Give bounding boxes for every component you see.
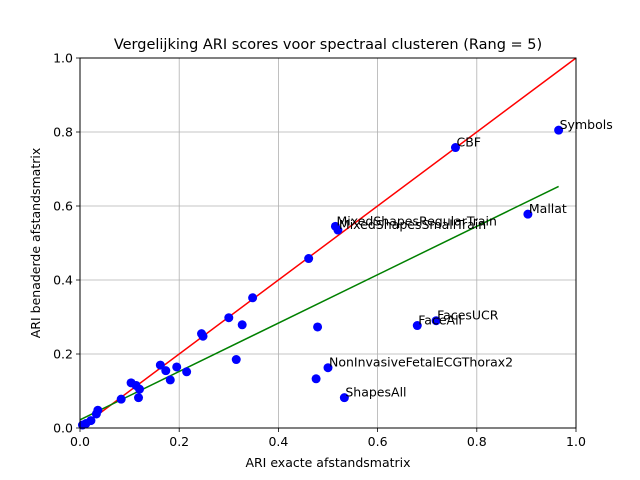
data-point	[304, 254, 314, 264]
data-point	[198, 331, 208, 341]
point-label: ShapesAll	[345, 385, 406, 400]
data-points	[77, 125, 564, 430]
x-tick-label: 0.6	[368, 434, 388, 449]
point-label: CBF	[456, 135, 481, 150]
point-label: Symbols	[560, 117, 613, 132]
data-point	[313, 322, 323, 332]
point-label: FacesUCR	[437, 308, 499, 323]
point-label: MixedShapesSmallTrain	[339, 217, 486, 232]
x-tick-label: 0.8	[467, 434, 487, 449]
plot-frame	[79, 57, 577, 429]
fit-line	[79, 57, 577, 429]
point-label: MixedShapesRegularTrain	[336, 213, 497, 228]
data-point	[554, 125, 564, 135]
data-point	[224, 313, 234, 323]
y-tick-label: 0.4	[53, 273, 73, 288]
chart-title: Vergelijking ARI scores voor spectraal c…	[114, 37, 542, 53]
x-tick-label: 1.0	[566, 434, 586, 449]
y-tick-label: 0.2	[53, 347, 73, 362]
data-point	[248, 293, 258, 303]
data-point	[135, 384, 145, 394]
data-point	[182, 367, 192, 377]
point-label: Mallat	[529, 201, 567, 216]
y-tick-label: 0.8	[53, 125, 73, 140]
x-tick-label: 0.0	[70, 434, 90, 449]
x-axis-label: ARI exacte afstandsmatrix	[245, 455, 410, 470]
data-point	[172, 362, 182, 372]
data-point	[231, 355, 241, 365]
point-label: FaceAll	[418, 313, 462, 328]
data-point	[311, 374, 321, 384]
data-point	[134, 393, 144, 403]
y-tick-label: 0.6	[53, 199, 73, 214]
x-axis-ticks: 0.0 0.2 0.4 0.6 0.8 1.0	[70, 428, 586, 449]
x-tick-label: 0.2	[169, 434, 189, 449]
data-point	[333, 225, 343, 235]
y-tick-label: 1.0	[53, 51, 73, 66]
point-label: NonInvasiveFetalECGThorax2	[329, 355, 513, 370]
data-point	[116, 394, 126, 404]
x-tick-label: 0.4	[268, 434, 288, 449]
trend-lines	[79, 57, 577, 429]
y-tick-label: 0.0	[53, 421, 73, 436]
data-point	[450, 143, 460, 153]
y-axis-ticks: 0.0 0.2 0.4 0.6 0.8 1.0	[53, 51, 80, 436]
data-point	[323, 363, 333, 373]
data-point	[86, 416, 96, 426]
data-point	[412, 321, 422, 331]
data-point	[431, 316, 441, 326]
y-axis-label: ARI benaderde afstandsmatrix	[28, 148, 43, 339]
data-point	[93, 405, 103, 415]
data-point	[523, 209, 533, 219]
data-point	[161, 366, 171, 376]
data-point	[339, 393, 349, 403]
point-labels: NonInvasiveFetalECGThorax2 MixedShapesReg…	[329, 117, 613, 400]
fit-line	[79, 185, 559, 421]
data-point	[155, 360, 165, 370]
data-point	[237, 320, 247, 330]
data-point	[165, 375, 175, 385]
